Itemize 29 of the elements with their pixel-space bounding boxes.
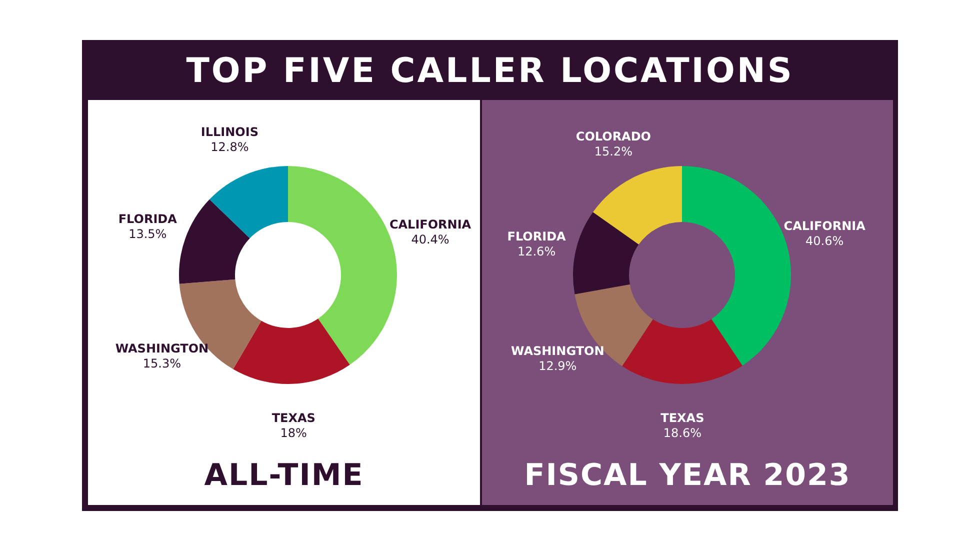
slice-label: COLORADO [576,130,652,144]
slice-label: CALIFORNIA [389,218,472,232]
slice-label: CALIFORNIA [784,218,866,233]
text: FISCAL YEAR 2023 [524,458,851,493]
donut-slice [573,212,639,294]
data-label: 12.6% [517,244,556,259]
donut-slice [179,199,250,284]
donut-slice [233,318,350,384]
text: ALL-TIME [204,458,364,493]
data-label: 18.6% [663,426,702,440]
slice-label: ILLINOIS [200,124,258,139]
data-label: 18% [280,426,307,440]
slice-label: TEXAS [660,411,704,425]
data-label: 40.4% [411,232,450,247]
data-label: 15.2% [594,144,633,159]
chart-title: TOP FIVE CALLER LOCATIONS [186,51,794,91]
data-label: 15.3% [142,356,182,370]
donut-slice [592,166,682,244]
slice-label: FLORIDA [118,212,178,226]
slice-label: FLORIDA [507,230,567,244]
data-label: 40.6% [806,234,844,248]
slice-label: WASHINGTON [115,341,209,356]
data-label: 12.9% [538,359,577,374]
donut-slice [209,166,288,238]
donut-slice [622,319,742,384]
data-label: 13.5% [128,226,167,241]
slice-label: WASHINGTON [511,344,604,358]
data-label: 12.8% [210,140,249,154]
slice-label: TEXAS [272,410,316,425]
